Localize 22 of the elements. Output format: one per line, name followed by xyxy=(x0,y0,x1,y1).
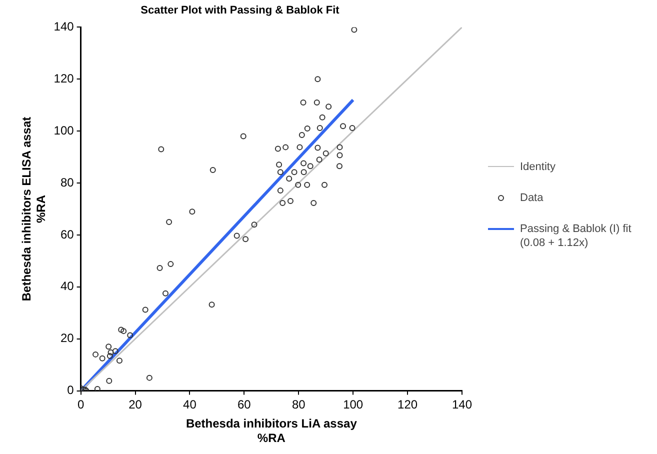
y-tick-label: 40 xyxy=(60,279,74,294)
x-tick-label: 140 xyxy=(452,397,472,412)
x-tick-label: 60 xyxy=(238,397,252,412)
legend-label: Passing & Bablok (I) fit (0.08 + 1.12x) xyxy=(520,222,632,250)
y-tick-label: 80 xyxy=(60,175,74,190)
y-tick-label: 20 xyxy=(60,331,74,346)
legend-label: Identity xyxy=(520,160,556,174)
legend-label: Data xyxy=(520,191,544,205)
x-tick-label: 20 xyxy=(128,397,142,412)
y-tick-label: 120 xyxy=(54,71,74,86)
x-tick-label: 0 xyxy=(77,397,84,412)
y-tick-label: 0 xyxy=(67,383,74,398)
x-tick-label: 120 xyxy=(398,397,418,412)
y-tick-label: 140 xyxy=(54,20,74,34)
x-tick-label: 80 xyxy=(292,397,306,412)
x-tick-label: 40 xyxy=(183,397,197,412)
y-axis-title: Bethesda inhibitors ELISA assat %RA xyxy=(20,116,48,302)
x-axis-title: Bethesda inhibitors LiA assay %RA xyxy=(186,416,358,446)
y-tick-label: 60 xyxy=(60,227,74,242)
x-tick-label: 100 xyxy=(343,397,364,412)
y-tick-label: 100 xyxy=(54,123,74,138)
chart-title: Scatter Plot with Passing & Bablok Fit xyxy=(140,4,340,17)
